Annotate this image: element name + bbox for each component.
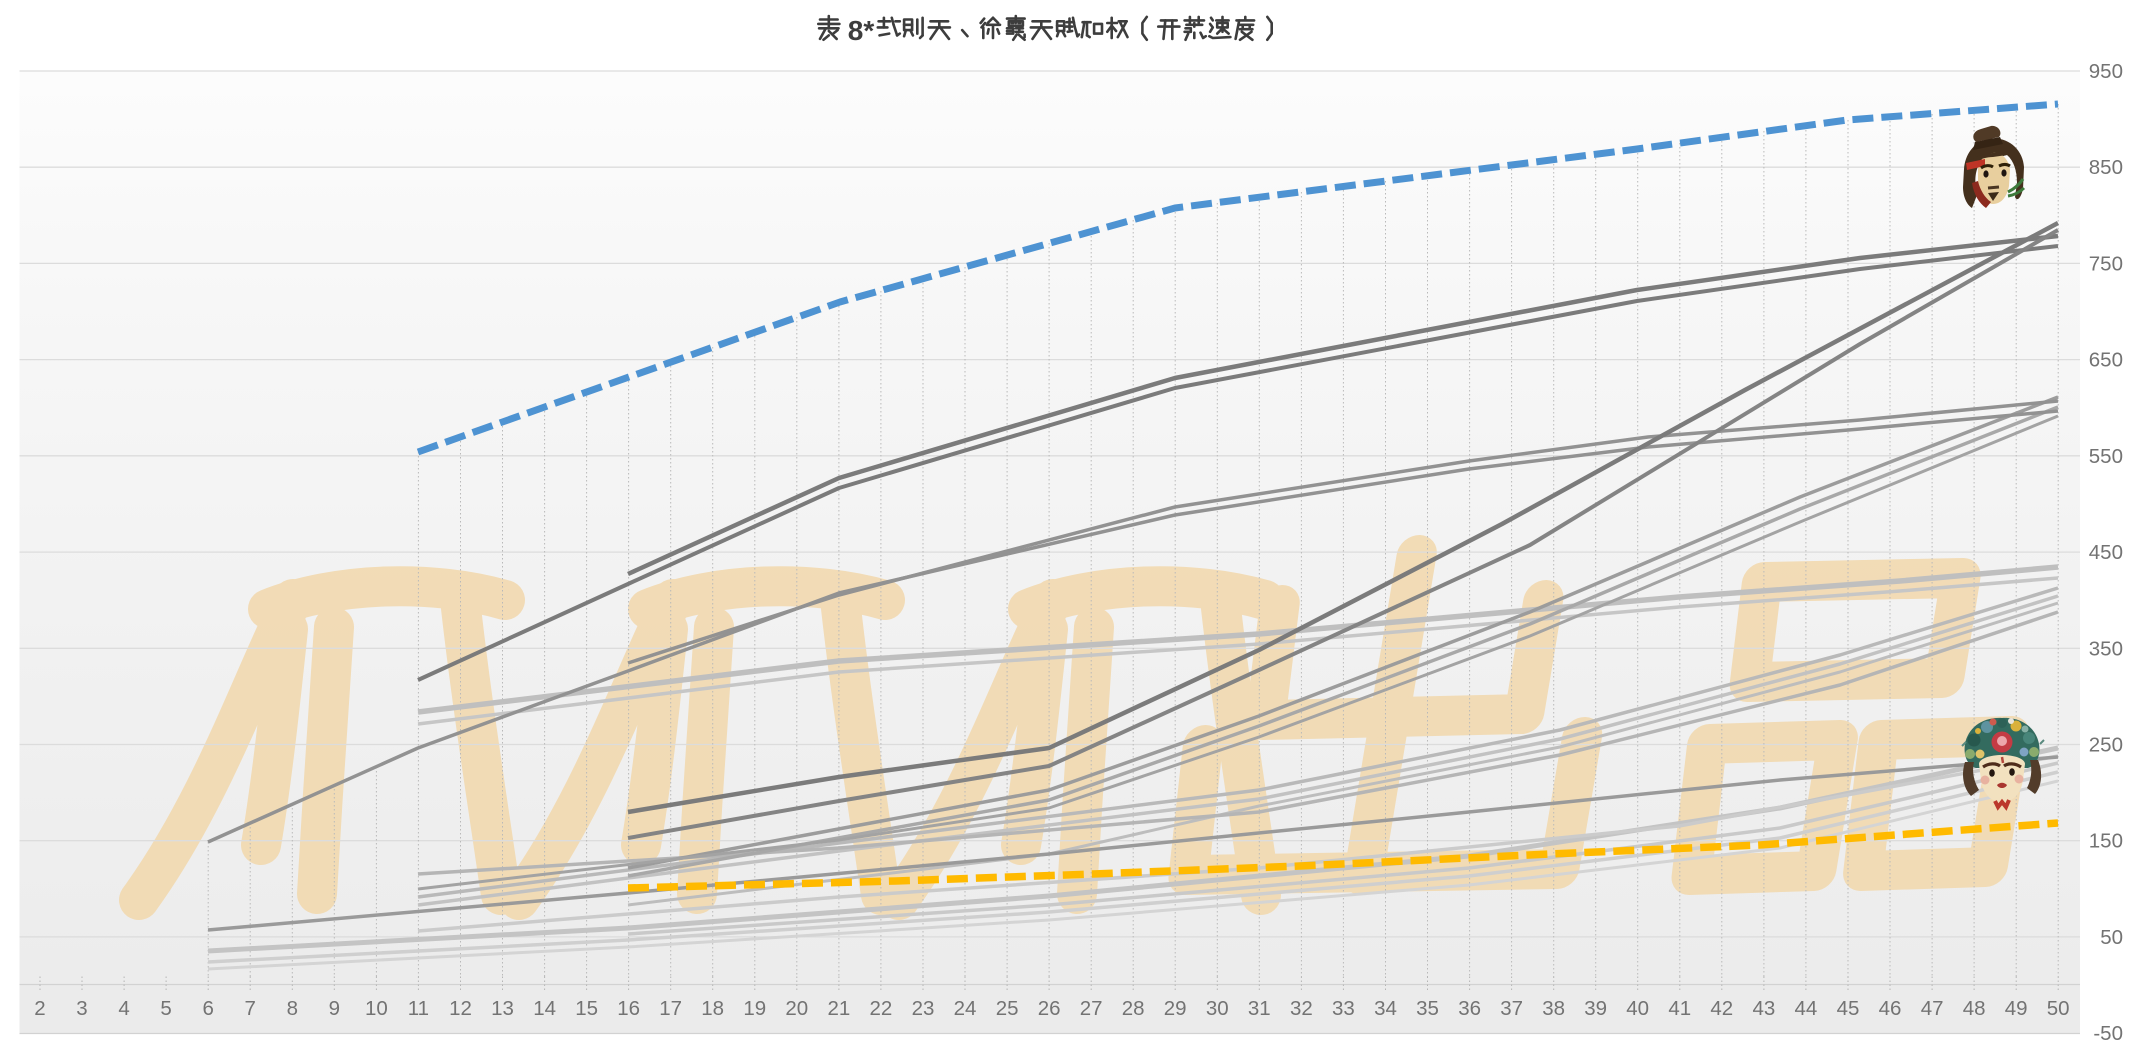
svg-text:750: 750 bbox=[2089, 252, 2123, 275]
svg-text:30: 30 bbox=[1206, 997, 1229, 1020]
svg-text:38: 38 bbox=[1542, 997, 1565, 1020]
svg-text:550: 550 bbox=[2089, 445, 2123, 468]
svg-text:-50: -50 bbox=[2093, 1022, 2123, 1045]
svg-text:45: 45 bbox=[1837, 997, 1860, 1020]
svg-text:50: 50 bbox=[2047, 997, 2070, 1020]
svg-text:12: 12 bbox=[449, 997, 472, 1020]
svg-text:4: 4 bbox=[118, 997, 129, 1020]
svg-text:21: 21 bbox=[827, 997, 850, 1020]
svg-text:15: 15 bbox=[575, 997, 598, 1020]
svg-text:33: 33 bbox=[1332, 997, 1355, 1020]
svg-text:23: 23 bbox=[912, 997, 935, 1020]
svg-text:950: 950 bbox=[2089, 60, 2123, 83]
svg-text:350: 350 bbox=[2089, 637, 2123, 660]
svg-text:50: 50 bbox=[2100, 926, 2123, 949]
svg-text:2: 2 bbox=[34, 997, 45, 1020]
svg-text:650: 650 bbox=[2089, 349, 2123, 372]
svg-text:24: 24 bbox=[954, 997, 977, 1020]
svg-text:150: 150 bbox=[2089, 830, 2123, 853]
svg-text:13: 13 bbox=[491, 997, 514, 1020]
svg-text:3: 3 bbox=[76, 997, 87, 1020]
svg-text:5: 5 bbox=[160, 997, 171, 1020]
svg-text:19: 19 bbox=[743, 997, 766, 1020]
svg-text:49: 49 bbox=[2005, 997, 2028, 1020]
svg-text:32: 32 bbox=[1290, 997, 1313, 1020]
svg-text:850: 850 bbox=[2089, 156, 2123, 179]
svg-text:40: 40 bbox=[1626, 997, 1649, 1020]
svg-text:43: 43 bbox=[1752, 997, 1775, 1020]
svg-text:48: 48 bbox=[1963, 997, 1986, 1020]
svg-text:36: 36 bbox=[1458, 997, 1481, 1020]
svg-text:16: 16 bbox=[617, 997, 640, 1020]
svg-text:17: 17 bbox=[659, 997, 682, 1020]
svg-text:11: 11 bbox=[408, 997, 429, 1020]
svg-text:8*: 8* bbox=[848, 15, 875, 46]
svg-text:10: 10 bbox=[365, 997, 388, 1020]
svg-text:6: 6 bbox=[202, 997, 213, 1020]
svg-text:7: 7 bbox=[244, 997, 255, 1020]
svg-text:47: 47 bbox=[1921, 997, 1944, 1020]
svg-text:450: 450 bbox=[2089, 541, 2123, 564]
svg-text:37: 37 bbox=[1500, 997, 1523, 1020]
svg-text:46: 46 bbox=[1879, 997, 1902, 1020]
svg-text:14: 14 bbox=[533, 997, 556, 1020]
svg-text:41: 41 bbox=[1668, 997, 1691, 1020]
svg-text:42: 42 bbox=[1710, 997, 1733, 1020]
svg-text:34: 34 bbox=[1374, 997, 1397, 1020]
svg-text:27: 27 bbox=[1080, 997, 1103, 1020]
svg-text:20: 20 bbox=[785, 997, 808, 1020]
svg-text:39: 39 bbox=[1584, 997, 1607, 1020]
svg-text:22: 22 bbox=[869, 997, 892, 1020]
svg-text:250: 250 bbox=[2089, 734, 2123, 757]
svg-text:44: 44 bbox=[1794, 997, 1817, 1020]
svg-text:26: 26 bbox=[1038, 997, 1061, 1020]
svg-text:31: 31 bbox=[1248, 997, 1271, 1020]
svg-text:25: 25 bbox=[996, 997, 1019, 1020]
svg-text:18: 18 bbox=[701, 997, 724, 1020]
svg-text:9: 9 bbox=[329, 997, 340, 1020]
svg-text:8: 8 bbox=[287, 997, 298, 1020]
svg-text:29: 29 bbox=[1164, 997, 1187, 1020]
svg-text:35: 35 bbox=[1416, 997, 1439, 1020]
svg-text:28: 28 bbox=[1122, 997, 1145, 1020]
